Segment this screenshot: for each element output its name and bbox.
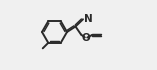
Text: N: N [84, 14, 92, 24]
Text: O: O [82, 33, 90, 43]
